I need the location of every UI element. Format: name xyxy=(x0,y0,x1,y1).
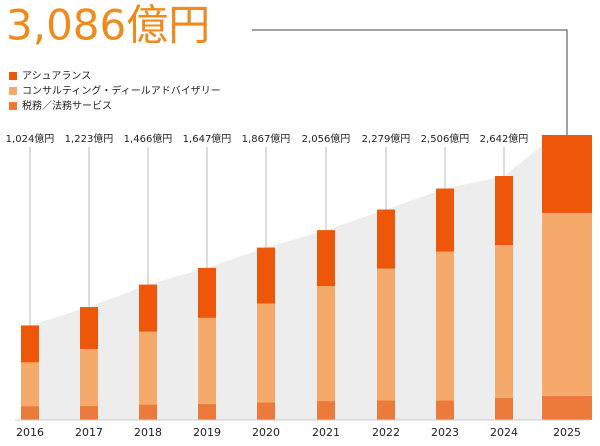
legend-label: コンサルティング・ディールアドバイザリー xyxy=(22,84,221,97)
bar-segment xyxy=(198,403,216,420)
bar-segment xyxy=(436,251,454,401)
x-tick-label: 2017 xyxy=(75,426,103,439)
total-label: 1,647億円 xyxy=(183,132,232,145)
legend-swatch xyxy=(9,102,17,110)
bar-segment xyxy=(139,331,157,405)
bar-segment xyxy=(377,400,395,420)
legend-swatch xyxy=(9,87,17,95)
legend-swatch xyxy=(9,72,17,80)
bar-segment xyxy=(80,349,98,407)
bar-segment xyxy=(80,307,98,350)
bar-segment xyxy=(21,406,39,420)
x-tick-label: 2018 xyxy=(134,426,162,439)
bar-segment xyxy=(542,135,592,213)
bar-segment xyxy=(436,400,454,420)
bar-segment xyxy=(317,401,335,420)
headline-leader xyxy=(252,29,568,135)
total-label: 2,279億円 xyxy=(362,132,411,145)
bar-segment xyxy=(257,402,275,420)
bar-segment xyxy=(139,404,157,420)
x-tick-label: 2024 xyxy=(490,426,518,439)
bar-segment xyxy=(377,268,395,401)
bar-segment xyxy=(377,209,395,269)
total-label: 2,506億円 xyxy=(421,132,470,145)
total-label: 2,642億円 xyxy=(480,132,529,145)
bar-segment xyxy=(495,176,513,245)
x-tick-label: 2023 xyxy=(431,426,459,439)
x-tick-label: 2020 xyxy=(252,426,280,439)
bar-segment xyxy=(80,406,98,420)
bar-segment xyxy=(317,286,335,402)
x-tick-label: 2025 xyxy=(553,426,581,439)
bar-segment xyxy=(495,244,513,399)
total-label: 1,223億円 xyxy=(65,132,114,145)
bar-segment xyxy=(436,188,454,252)
total-label: 2,056億円 xyxy=(302,132,351,145)
bar-segment xyxy=(198,267,216,318)
total-label: 1,867億円 xyxy=(242,132,291,145)
x-tick-label: 2021 xyxy=(312,426,340,439)
bar-segment xyxy=(542,395,592,420)
headline-total: 3,086億円 xyxy=(6,1,210,50)
bar-segment xyxy=(21,325,39,363)
bar-segment xyxy=(257,303,275,403)
x-tick-label: 2019 xyxy=(193,426,221,439)
x-tick-label: 2016 xyxy=(16,426,44,439)
bar-segment xyxy=(317,230,335,287)
legend-label: 税務／法務サービス xyxy=(22,99,112,112)
bar-segment xyxy=(495,398,513,420)
bar-segment xyxy=(257,247,275,304)
x-tick-label: 2022 xyxy=(372,426,400,439)
legend-label: アシュアランス xyxy=(22,70,91,82)
total-label: 1,024億円 xyxy=(6,132,55,145)
total-label: 1,466億円 xyxy=(124,132,173,145)
bar-segment xyxy=(139,284,157,332)
bar-segment xyxy=(21,362,39,407)
bar-segment xyxy=(198,317,216,404)
bar-segment xyxy=(542,212,592,396)
